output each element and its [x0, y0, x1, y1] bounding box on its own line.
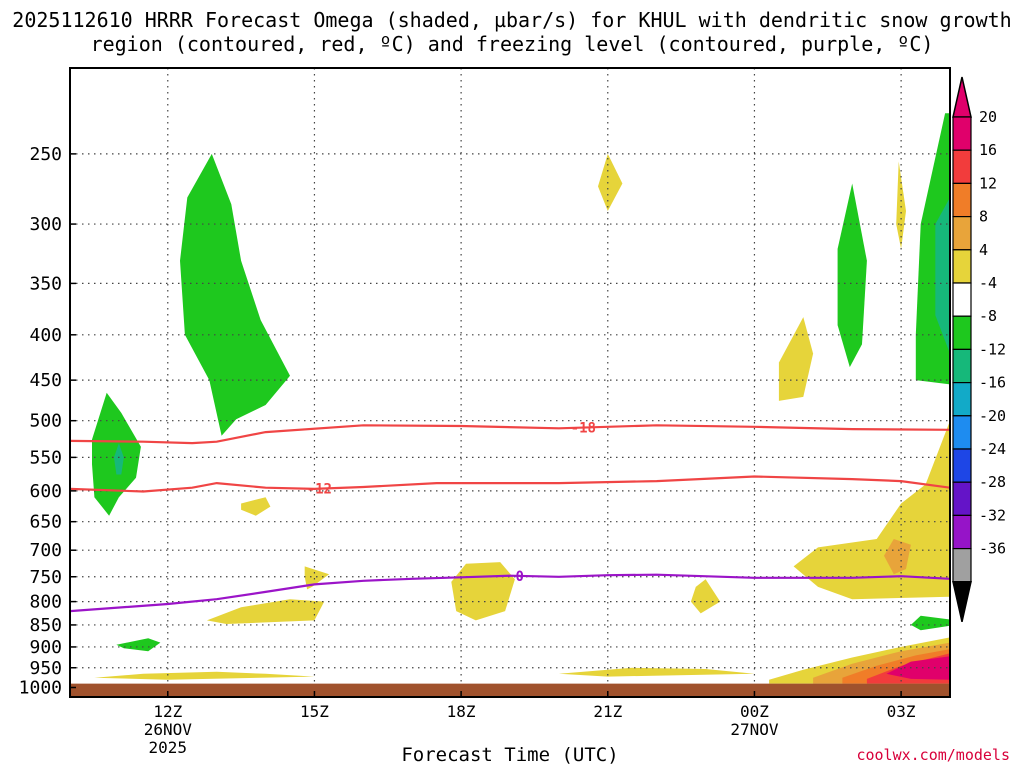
shaded-region	[793, 420, 950, 600]
y-tick-label: 650	[29, 512, 62, 533]
contour-label: 0	[516, 569, 524, 585]
y-tick-label: 950	[29, 658, 62, 679]
plot-frame	[69, 67, 951, 698]
colorbar-swatch	[952, 415, 972, 450]
y-tick-label: 700	[29, 540, 62, 561]
colorbar-swatch	[952, 547, 972, 583]
shaded-region	[558, 667, 755, 677]
y-tick-label: 450	[29, 370, 62, 391]
source-credit: coolwx.com/models	[856, 746, 1010, 764]
colorbar-label: -24	[979, 440, 1006, 458]
omega-shading	[92, 113, 950, 684]
y-tick-label: 550	[29, 447, 62, 468]
shaded-region	[910, 615, 950, 631]
shaded-region	[778, 317, 814, 401]
colorbar-swatch	[952, 481, 972, 517]
chart-title: 2025112610 HRRR Forecast Omega (shaded, …	[12, 8, 1012, 56]
x-tick-label: 21Z	[593, 702, 622, 721]
shaded-region	[206, 599, 325, 624]
x-tick-label: 12Z	[153, 702, 182, 721]
shaded-region	[690, 579, 721, 614]
contour-line	[70, 424, 950, 445]
colorbar-swatch	[952, 116, 972, 151]
colorbar-swatch	[952, 282, 972, 317]
shaded-region	[114, 443, 124, 475]
colorbar-swatch	[952, 182, 972, 218]
y-tick-label: 800	[29, 592, 62, 613]
ground-surface	[70, 683, 950, 697]
y-tick-label: 400	[29, 325, 62, 346]
colorbar-bottom-arrow	[952, 581, 972, 622]
colorbar-swatch	[952, 448, 972, 483]
colorbar-label: 4	[979, 241, 988, 259]
x-tick-label: 2025	[149, 738, 188, 757]
colorbar-label: -4	[979, 274, 997, 292]
y-tick-label: 1000	[19, 677, 62, 698]
contour-line	[70, 475, 950, 493]
colorbar-swatch	[952, 249, 972, 284]
y-tick-label: 750	[29, 567, 62, 588]
colorbar-label: -16	[979, 374, 1006, 392]
shaded-region	[304, 566, 330, 590]
shaded-region	[886, 656, 950, 680]
colorbar-swatch	[952, 315, 972, 351]
shaded-region	[935, 197, 950, 354]
colorbar: 20 16 12 8 4 -4 -8 -12 -16 -20 -24 -28 -32 -36	[952, 76, 1006, 622]
colorbar-label: 12	[979, 174, 997, 192]
colorbar-swatch	[952, 348, 972, 384]
colorbar-label: 20	[979, 108, 997, 126]
x-axis-label: Forecast Time (UTC)	[401, 744, 619, 766]
colorbar-label: 16	[979, 141, 997, 159]
x-tick-label: 03Z	[887, 702, 916, 721]
y-tick-label: 900	[29, 637, 62, 658]
y-tick-label: 350	[29, 273, 62, 294]
contour-label: -18	[571, 421, 596, 437]
colorbar-label: 8	[979, 208, 988, 226]
colorbar-swatch	[952, 149, 972, 184]
shaded-region	[116, 638, 161, 652]
shaded-region	[837, 183, 867, 368]
x-tick-label: 15Z	[300, 702, 329, 721]
y-tick-label: 850	[29, 615, 62, 636]
shaded-region	[598, 153, 623, 211]
x-tick-label: 26NOV	[144, 720, 193, 739]
shaded-region	[241, 497, 271, 516]
contour-lines: -18 -12 0	[70, 421, 950, 613]
contour-line	[70, 573, 950, 613]
y-tick-label: 250	[29, 144, 62, 165]
shaded-region	[896, 161, 906, 249]
x-tick-label: 00Z	[740, 702, 769, 721]
shaded-region	[884, 539, 911, 575]
colorbar-label: -20	[979, 407, 1006, 425]
contour-label: -12	[307, 482, 332, 498]
colorbar-swatch	[952, 514, 972, 550]
colorbar-swatch	[952, 382, 972, 417]
colorbar-label: -12	[979, 340, 1006, 358]
shaded-region	[94, 671, 315, 680]
x-tick-label: 18Z	[447, 702, 476, 721]
y-tick-label: 300	[29, 214, 62, 235]
colorbar-label: -36	[979, 540, 1006, 558]
colorbar-top-arrow	[952, 76, 972, 118]
y-tick-label: 600	[29, 481, 62, 502]
x-tick-label: 27NOV	[730, 720, 779, 739]
colorbar-label: -32	[979, 506, 1006, 524]
shaded-region	[180, 153, 290, 436]
colorbar-swatch	[952, 216, 972, 251]
y-axis-ticks: 2503003504004505005506006507007508008509…	[19, 144, 76, 698]
y-tick-label: 500	[29, 411, 62, 432]
colorbar-label: -8	[979, 307, 997, 325]
colorbar-label: -28	[979, 473, 1006, 491]
